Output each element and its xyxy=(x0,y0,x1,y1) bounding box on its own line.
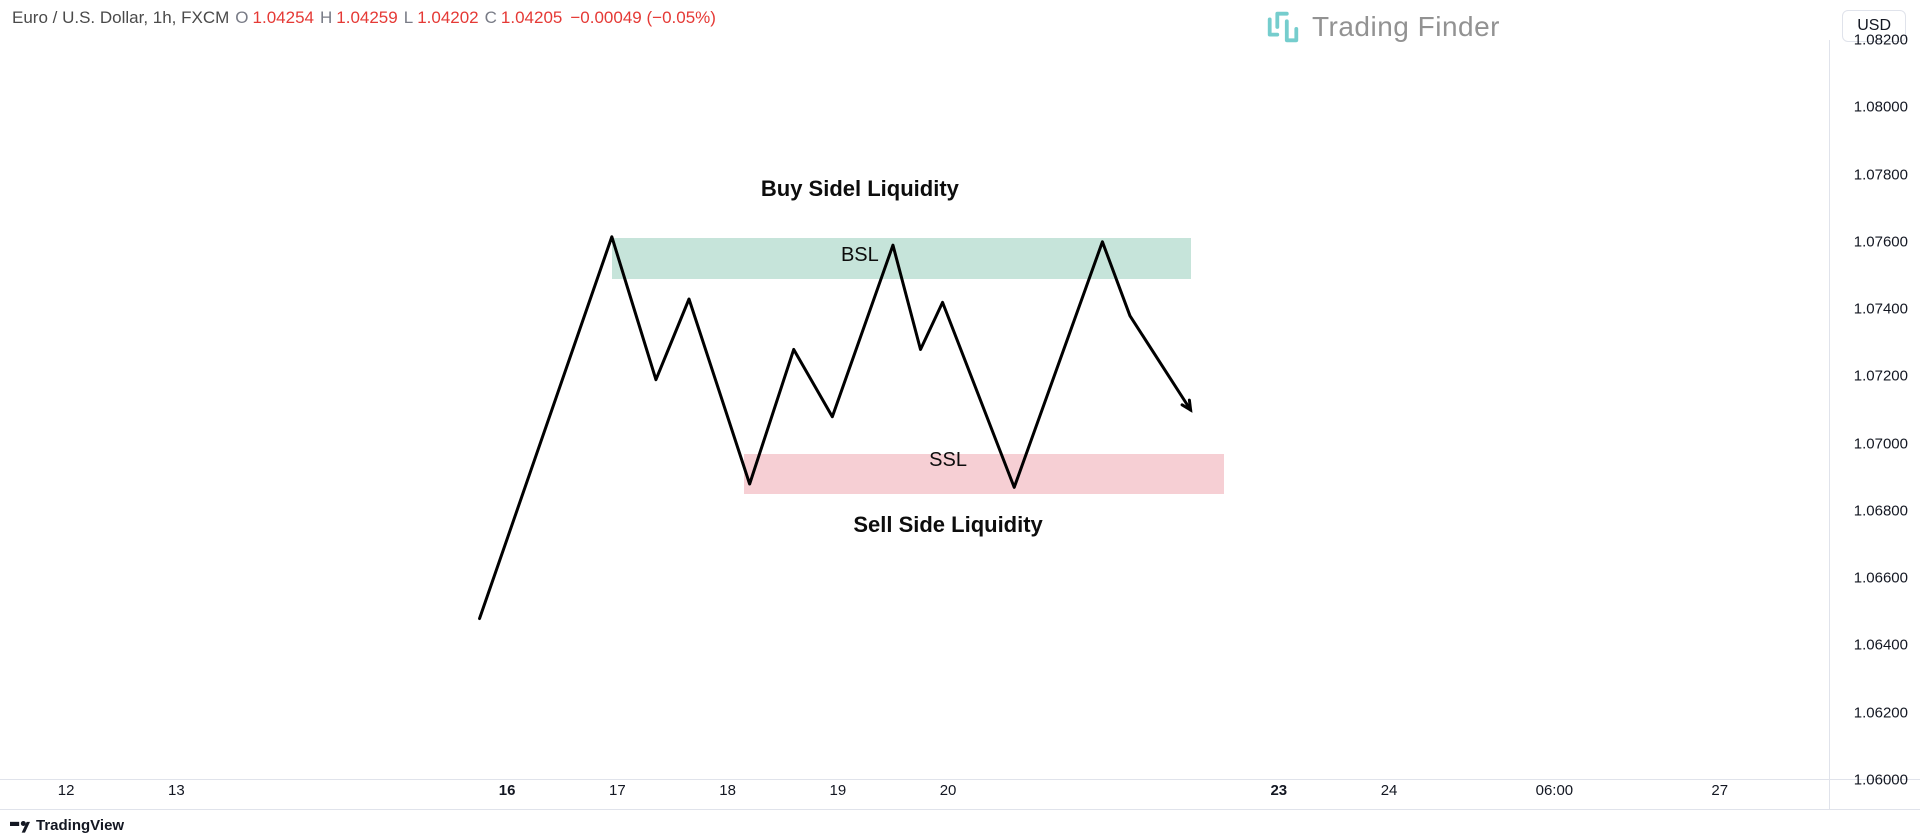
tradingview-footer: TradingView xyxy=(10,817,124,834)
x-axis[interactable]: 12 13 16 17 18 19 20 23 24 06:00 27 xyxy=(0,780,1830,808)
y-tick: 1.07600 xyxy=(1854,233,1908,250)
y-tick: 1.07000 xyxy=(1854,435,1908,452)
watermark-text: Trading Finder xyxy=(1312,11,1500,43)
x-tick: 06:00 xyxy=(1536,782,1574,799)
x-tick: 18 xyxy=(719,782,736,799)
bsl-zone-short: BSL xyxy=(841,244,879,267)
l-label: L xyxy=(404,8,413,28)
footer-text: TradingView xyxy=(36,817,124,834)
ssl-zone-title: Sell Side Liquidity xyxy=(853,512,1042,538)
chart-area[interactable]: Buy Sidel Liquidity BSL Sell Side Liquidit… xyxy=(0,40,1830,780)
price-line-svg xyxy=(0,40,1830,780)
symbol-label: Euro / U.S. Dollar, 1h, FXCM xyxy=(12,8,229,28)
y-tick: 1.07800 xyxy=(1854,166,1908,183)
chart-header: Euro / U.S. Dollar, 1h, FXCM O1.04254 H1… xyxy=(12,8,716,28)
y-tick: 1.06400 xyxy=(1854,637,1908,654)
ssl-zone-short: SSL xyxy=(929,449,967,472)
y-tick: 1.06800 xyxy=(1854,502,1908,519)
price-path xyxy=(480,237,1191,619)
y-tick: 1.08200 xyxy=(1854,32,1908,49)
h-label: H xyxy=(320,8,332,28)
o-label: O xyxy=(235,8,248,28)
o-value: 1.04254 xyxy=(253,8,314,28)
x-tick: 13 xyxy=(168,782,185,799)
footer-border xyxy=(0,809,1920,810)
c-value: 1.04205 xyxy=(501,8,562,28)
y-tick: 1.07400 xyxy=(1854,301,1908,318)
l-value: 1.04202 xyxy=(417,8,478,28)
x-tick: 27 xyxy=(1711,782,1728,799)
bsl-zone-title: Buy Sidel Liquidity xyxy=(761,176,959,202)
y-tick: 1.07200 xyxy=(1854,368,1908,385)
y-tick: 1.08000 xyxy=(1854,99,1908,116)
change-value: −0.00049 (−0.05%) xyxy=(570,8,716,28)
x-tick: 23 xyxy=(1270,782,1287,799)
c-label: C xyxy=(485,8,497,28)
tradingview-icon xyxy=(10,819,30,833)
y-tick: 1.06200 xyxy=(1854,704,1908,721)
x-tick: 16 xyxy=(499,782,516,799)
x-tick: 17 xyxy=(609,782,626,799)
x-tick: 19 xyxy=(829,782,846,799)
x-tick: 24 xyxy=(1381,782,1398,799)
x-tick: 20 xyxy=(940,782,957,799)
y-tick: 1.06600 xyxy=(1854,570,1908,587)
x-tick: 12 xyxy=(58,782,75,799)
y-axis[interactable]: 1.082001.080001.078001.076001.074001.072… xyxy=(1830,40,1920,780)
h-value: 1.04259 xyxy=(336,8,397,28)
y-tick: 1.06000 xyxy=(1854,772,1908,789)
